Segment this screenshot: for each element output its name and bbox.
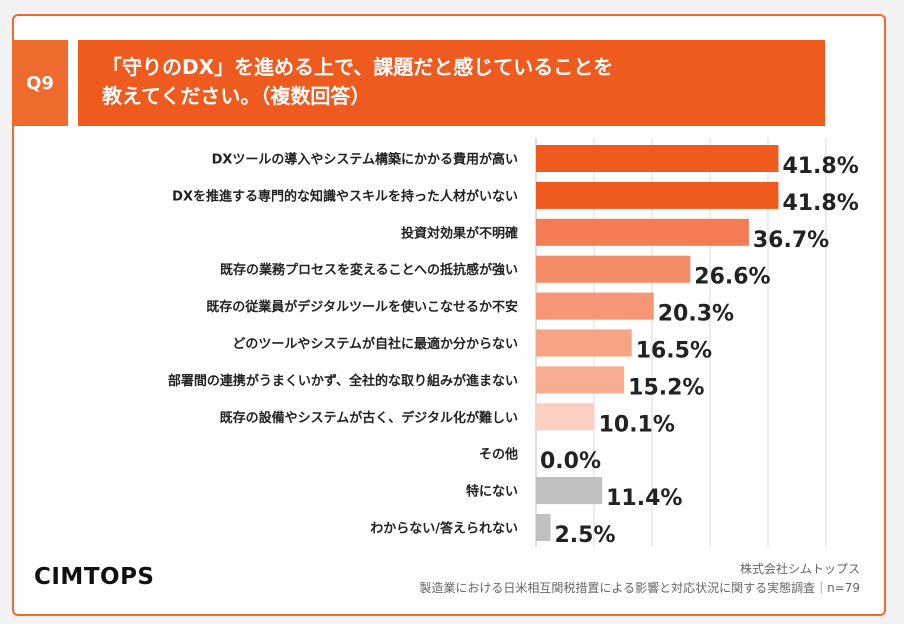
category-label: 部署間の連携がうまくいかず、全社的な取り組みが進まない <box>168 373 518 389</box>
category-label: どのツールやシステムが自社に最適か分からない <box>232 336 518 352</box>
category-label: わからない/答えられない <box>370 521 518 537</box>
value-label: 15.2% <box>628 375 704 400</box>
question-title-line1: 「守りのDX」を進める上で、課題だと感じていることを <box>102 55 614 79</box>
bar <box>536 255 691 283</box>
category-label: 特にない <box>466 484 518 500</box>
category-label: 既存の業務プロセスを変えることへの抵抗感が強い <box>220 262 518 278</box>
value-label: 2.5% <box>555 523 616 548</box>
category-label: 投資対効果が不明確 <box>401 225 518 241</box>
value-label: 11.4% <box>606 486 682 511</box>
bar <box>536 366 625 394</box>
value-label: 41.8% <box>782 154 858 179</box>
value-label: 20.3% <box>658 302 734 327</box>
value-label: 41.8% <box>782 191 858 216</box>
bar <box>536 477 603 505</box>
bar <box>536 218 749 246</box>
bar <box>536 292 654 320</box>
value-label: 10.1% <box>599 412 675 437</box>
category-label: DXを推進する専門的な知識やスキルを持った人材がいない <box>172 188 518 204</box>
bar <box>536 145 779 172</box>
question-title-box: 「守りのDX」を進める上で、課題だと感じていることを 教えてください。（複数回答… <box>78 40 825 126</box>
bar <box>536 403 595 431</box>
bar <box>536 329 632 357</box>
bar <box>536 514 551 541</box>
value-label: 36.7% <box>753 228 829 253</box>
question-number: Q9 <box>26 72 54 94</box>
bar <box>536 181 779 209</box>
value-label: 0.0% <box>540 449 601 474</box>
footer-company: 株式会社シムトップス <box>739 562 860 576</box>
footer-note: 株式会社シムトップス 製造業における日米相互関税措置による影響と対応状況に関する… <box>419 560 860 598</box>
value-label: 16.5% <box>636 339 712 364</box>
category-label: 既存の設備やシステムが古く、デジタル化が難しい <box>220 410 518 426</box>
value-label: 26.6% <box>694 265 770 290</box>
question-title-line2: 教えてください。（複数回答） <box>102 84 371 108</box>
category-label: DXツールの導入やシステム構築にかかる費用が高い <box>212 152 518 168</box>
cimtops-logo: CIMTOPS <box>34 564 155 590</box>
footer-survey: 製造業における日米相互関税措置による影響と対応状況に関する実態調査｜n=79 <box>419 581 860 595</box>
category-label: 既存の従業員がデジタルツールを使いこなせるか不安 <box>206 299 518 315</box>
category-label: その他 <box>479 447 518 463</box>
question-number-badge: Q9 <box>12 40 68 126</box>
